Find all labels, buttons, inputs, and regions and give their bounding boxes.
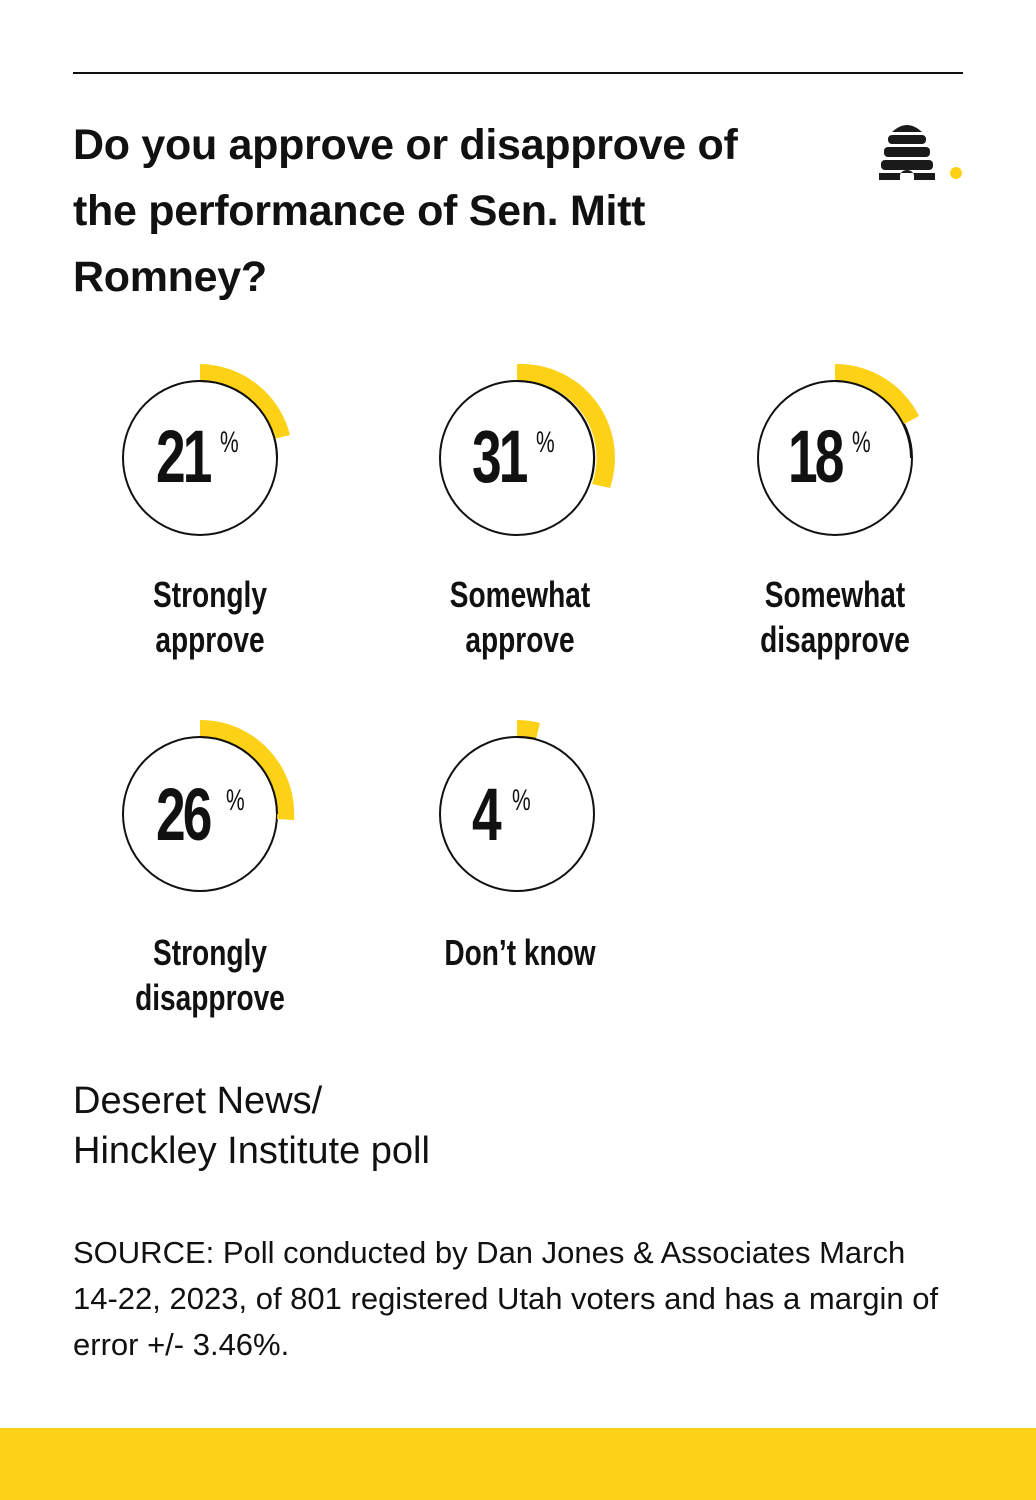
gauge-arc (200, 719, 295, 820)
gauge-strongly-disapprove (118, 716, 308, 896)
label-line1: Don’t know (444, 932, 596, 973)
chart-title: Do you approve or disapprove of the perf… (73, 121, 738, 301)
source-name-line1: Deseret News/ (73, 1080, 323, 1122)
label-line1: Somewhat (449, 574, 591, 615)
label-line1: Strongly (153, 574, 267, 615)
gauge-somewhat-approve (434, 360, 624, 540)
gauge-strongly-approve (118, 360, 298, 540)
percent-value: 18 (788, 415, 844, 498)
gauge-arc (200, 364, 290, 439)
label-line1: Strongly (153, 932, 267, 973)
top-rule (73, 72, 963, 74)
percent-value: 4 (472, 773, 502, 856)
label-line2: approve (155, 619, 265, 660)
percent-sign: % (220, 426, 239, 459)
footer-accent-bar (0, 1428, 1036, 1500)
source-name: Deseret News/ Hinckley Institute poll (73, 1076, 430, 1176)
gauge-dont-know (434, 716, 614, 896)
percent-value: 31 (472, 415, 528, 498)
gauge-somewhat-disapprove (752, 360, 932, 540)
percent-sign: % (512, 784, 531, 817)
percent-sign: % (536, 426, 555, 459)
percent-value: 26 (156, 773, 212, 856)
beehive-logo-icon (878, 118, 968, 184)
label-line2: disapprove (760, 619, 910, 660)
gauge-arc (517, 363, 615, 488)
percent-sign: % (226, 784, 245, 817)
label-line1: Somewhat (764, 574, 906, 615)
source-note: SOURCE: Poll conducted by Dan Jones & As… (73, 1235, 939, 1362)
label-line2: approve (465, 619, 575, 660)
source-name-line2: Hinckley Institute poll (73, 1130, 430, 1172)
gauge-arc (835, 364, 919, 424)
percent-value: 21 (156, 415, 212, 498)
gauge-arc (517, 720, 540, 739)
label-line2: disapprove (135, 977, 285, 1018)
percent-sign: % (852, 426, 871, 459)
